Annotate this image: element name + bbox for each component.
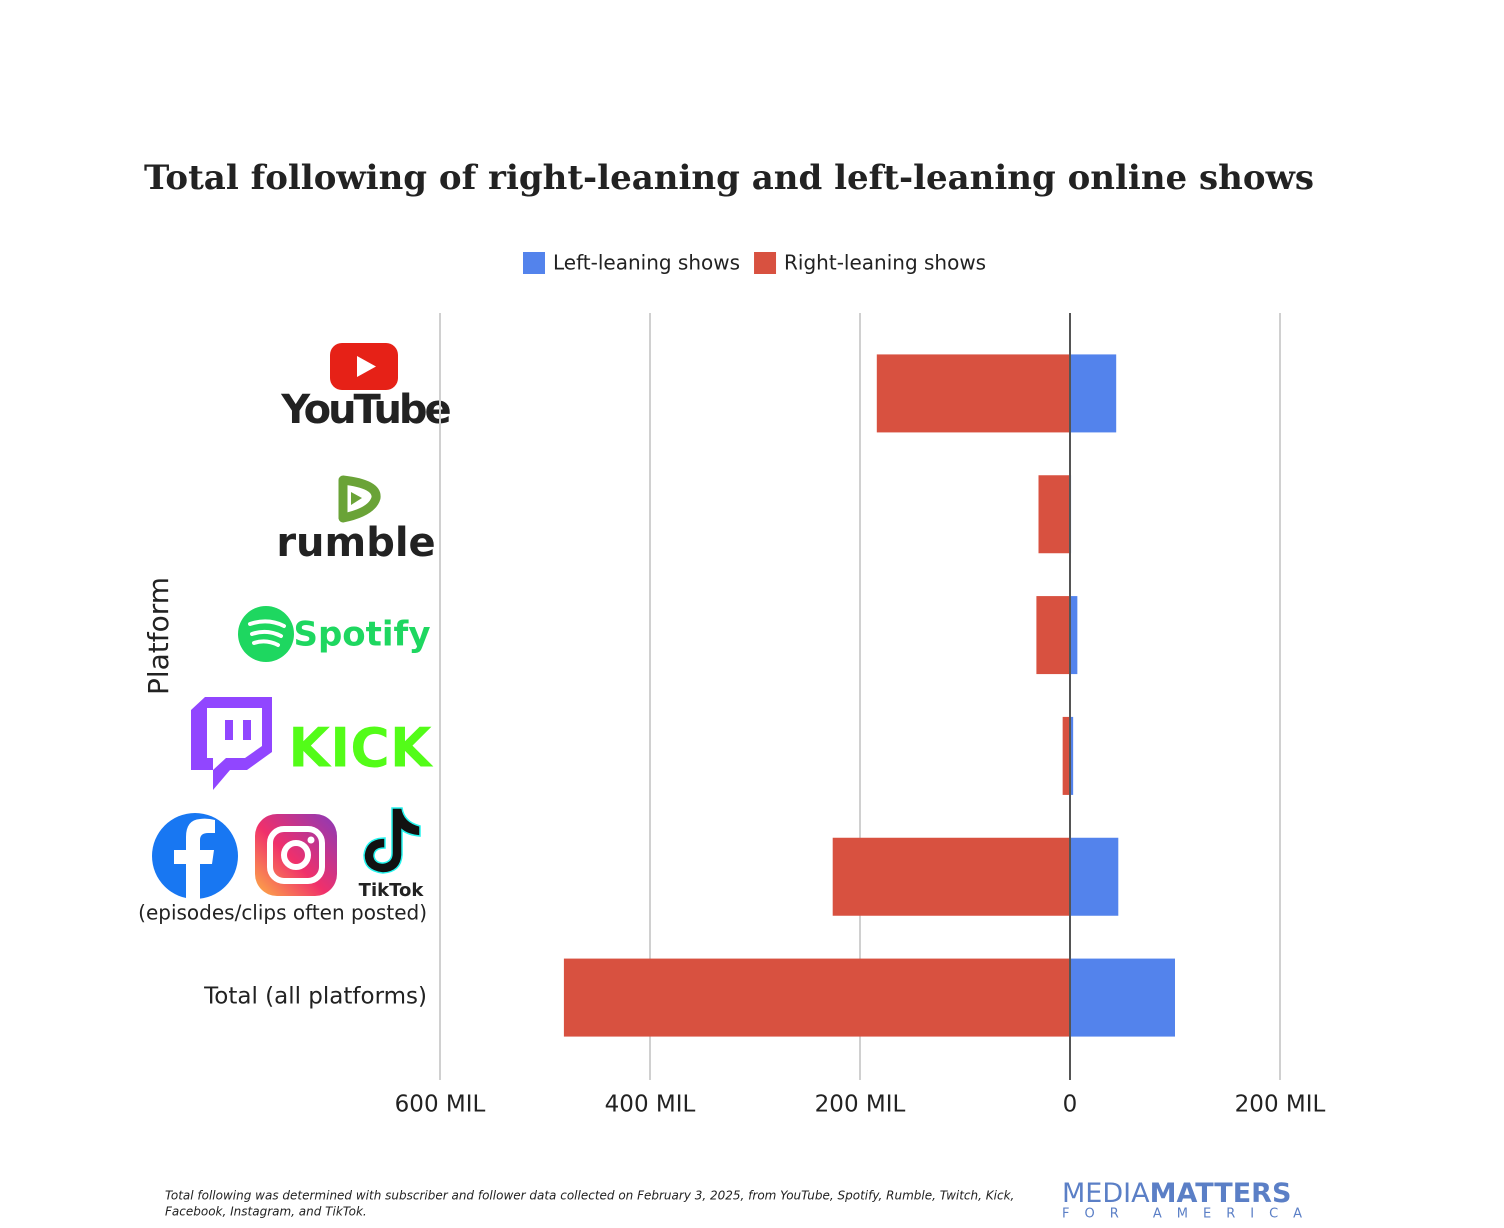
- bar: [1070, 958, 1175, 1037]
- youtube-logo: [330, 343, 398, 390]
- legend-label: Left-leaning shows: [553, 251, 740, 275]
- legend-label: Right-leaning shows: [784, 251, 986, 275]
- category-note: (episodes/clips often posted): [138, 901, 427, 925]
- bar: [1070, 354, 1117, 433]
- bar: [1062, 716, 1070, 795]
- category-label: Spotify: [293, 615, 430, 655]
- chart-title: Total following of right-leaning and lef…: [144, 158, 1314, 198]
- bar: [876, 354, 1070, 433]
- bar: [1070, 596, 1078, 675]
- bar: [1036, 596, 1070, 675]
- x-tick-label: 400 MIL: [605, 1092, 696, 1118]
- legend-swatch: [754, 252, 777, 274]
- brand-sub: FOR AMERICA: [1062, 1207, 1317, 1222]
- x-tick-label: 200 MIL: [815, 1092, 906, 1118]
- twitch-logo: [191, 697, 272, 790]
- instagram-logo: [255, 814, 337, 896]
- brand-logo: MEDIAMATTERS: [1062, 1178, 1291, 1209]
- rumble-logo: [338, 475, 381, 523]
- category-label: TikTok: [359, 880, 425, 901]
- y-axis-label: Platform: [142, 577, 175, 695]
- bar: [563, 958, 1070, 1037]
- facebook-logo: [152, 813, 238, 899]
- legend-swatch: [523, 252, 545, 274]
- bar: [1038, 475, 1070, 554]
- category-label: rumble: [276, 520, 435, 566]
- category-label: YouTube: [280, 387, 450, 433]
- bar: [1070, 837, 1119, 916]
- spotify-logo: [238, 606, 294, 662]
- legend: Left-leaning shows Right-leaning shows: [523, 251, 986, 275]
- footnote: Total following was determined with subs…: [165, 1189, 1014, 1203]
- brand-second: MATTERS: [1150, 1178, 1292, 1209]
- category-label: Total (all platforms): [203, 984, 427, 1010]
- x-tick-label: 0: [1063, 1092, 1078, 1118]
- footnote: Facebook, Instagram, and TikTok.: [165, 1205, 367, 1219]
- bar: [1070, 716, 1074, 795]
- category-label: KICK: [288, 717, 434, 780]
- brand-first: MEDIA: [1062, 1178, 1150, 1209]
- tiktok-logo: [363, 807, 421, 874]
- bar: [832, 837, 1070, 916]
- x-tick-label: 200 MIL: [1235, 1092, 1326, 1118]
- x-tick-label: 600 MIL: [395, 1092, 486, 1118]
